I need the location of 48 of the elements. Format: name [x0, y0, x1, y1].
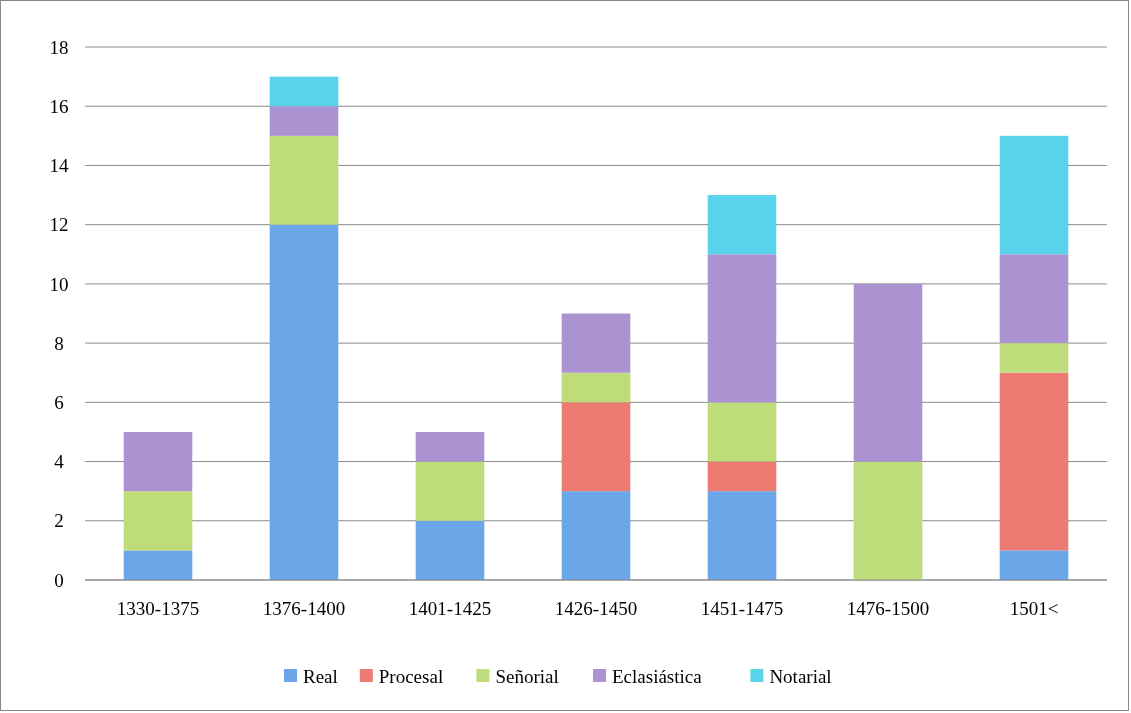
y-tick-label: 0 — [54, 569, 64, 591]
legend-label: Eclasiástica — [612, 665, 703, 687]
bar — [561, 313, 631, 373]
bar — [269, 224, 339, 580]
y-tick-label: 14 — [49, 155, 69, 177]
y-tick-label: 4 — [54, 451, 65, 473]
x-tick-label: 1376-1400 — [262, 598, 346, 619]
bar — [561, 402, 631, 492]
legend-label: Señorial — [495, 665, 559, 687]
bar — [853, 461, 923, 580]
bar — [707, 402, 777, 462]
x-tick-label: 1476-1500 — [846, 598, 930, 619]
bar — [707, 491, 777, 580]
x-tick-label: 1451-1475 — [700, 598, 784, 619]
y-tick-label: 18 — [49, 36, 69, 58]
bar — [853, 283, 923, 462]
y-tick-label: 6 — [54, 391, 64, 413]
bar — [707, 461, 777, 492]
bar — [415, 461, 485, 521]
legend-label: Real — [303, 665, 338, 687]
bar — [415, 431, 485, 462]
y-tick-label: 2 — [54, 510, 64, 532]
y-tick-label: 10 — [49, 273, 69, 295]
bar — [561, 491, 631, 580]
bar — [269, 135, 339, 225]
bar — [415, 520, 485, 580]
bar — [123, 431, 193, 492]
x-tick-label: 1401-1425 — [408, 598, 492, 619]
bar — [561, 372, 631, 403]
bar — [999, 254, 1069, 344]
bar — [999, 372, 1069, 551]
y-tick-label: 12 — [49, 214, 69, 236]
x-tick-label: 1426-1450 — [554, 598, 638, 619]
x-tick-label: 1330-1375 — [116, 598, 200, 619]
bar — [269, 76, 339, 107]
bar — [123, 550, 193, 580]
bar — [269, 106, 339, 136]
y-tick-label: 8 — [54, 332, 64, 354]
bar — [999, 343, 1069, 373]
bar — [999, 135, 1069, 255]
legend-label: Notarial — [769, 665, 832, 687]
y-tick-label: 16 — [49, 95, 69, 117]
bar — [123, 491, 193, 551]
x-tick-label: 1501< — [1009, 598, 1059, 619]
bar — [707, 195, 777, 255]
bar — [707, 254, 777, 403]
bar — [999, 550, 1069, 580]
legend-label: Procesal — [378, 665, 444, 687]
